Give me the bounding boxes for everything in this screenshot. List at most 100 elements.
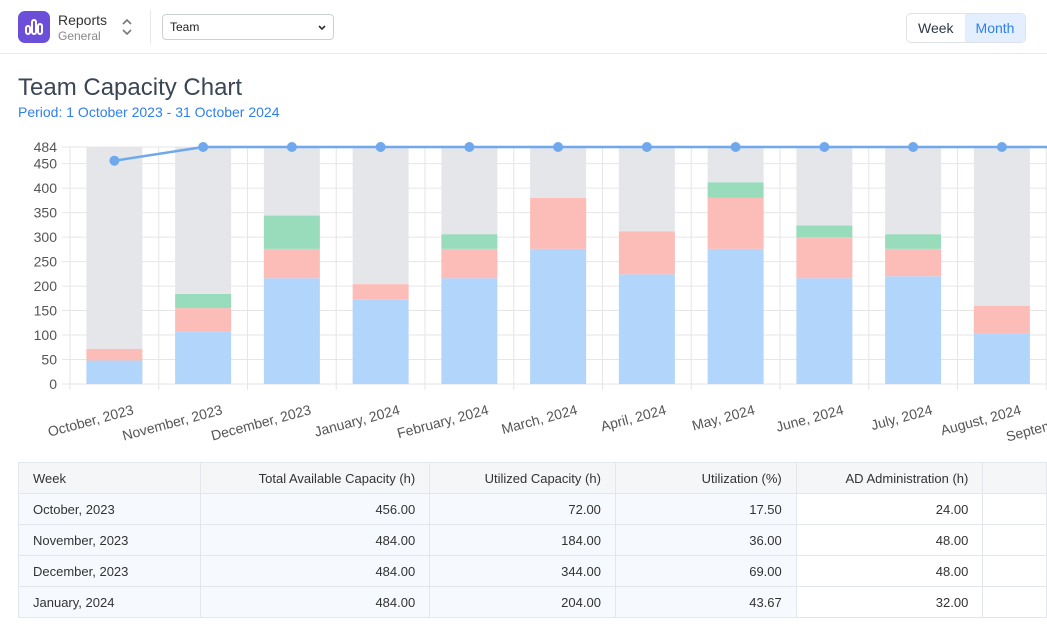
- bar-segment: [175, 331, 232, 384]
- x-tick-label: May, 2024: [690, 401, 756, 433]
- bar-segment: [973, 305, 1030, 334]
- toggle-month[interactable]: Month: [964, 14, 1026, 42]
- table-cell: December, 2023: [17, 555, 202, 587]
- select-value: Team: [170, 20, 200, 34]
- bar-segment: [530, 197, 587, 249]
- bar-segment: [618, 231, 675, 275]
- table-cell: 48.00: [795, 555, 984, 587]
- bar-segment: [796, 237, 853, 279]
- table-cell: 43.67: [614, 586, 797, 618]
- table-cell: 36.00: [614, 524, 797, 556]
- table-cell: November, 2023: [17, 524, 202, 556]
- table-row: October, 2023 456.00 72.00 17.50 24.00: [17, 493, 1047, 525]
- bar-segment: [175, 293, 232, 309]
- table-cell: 484.00: [200, 555, 431, 587]
- y-tick-label: 300: [34, 229, 58, 245]
- bar-segment: [885, 234, 942, 249]
- app-title: Reports: [58, 12, 108, 28]
- bar-segment: [263, 248, 320, 279]
- table-cell: 484.00: [200, 586, 431, 618]
- column-header: Utilized Capacity (h): [429, 462, 616, 494]
- table-row: January, 2024 484.00 204.00 43.67 32.00: [17, 586, 1047, 618]
- capacity-point: [198, 142, 209, 152]
- toggle-week[interactable]: Week: [918, 20, 954, 36]
- table-cell: January, 2024: [17, 586, 202, 618]
- table-cell: 69.00: [614, 555, 797, 587]
- bar-segment: [175, 308, 232, 332]
- bar-segment: [618, 274, 675, 384]
- column-header: Total Available Capacity (h): [200, 462, 431, 494]
- bar-segment: [618, 147, 675, 232]
- table-cell: 17.50: [614, 493, 797, 525]
- table-cell: 344.00: [429, 555, 616, 587]
- table-cell-extra: [982, 555, 1047, 587]
- y-tick-label: 50: [41, 352, 57, 368]
- table-cell-extra: [982, 493, 1047, 525]
- bar-segment: [352, 284, 409, 300]
- y-tick-label: 250: [34, 254, 58, 270]
- bar-segment: [441, 278, 498, 384]
- bar-segment: [441, 248, 498, 279]
- table-cell: 32.00: [795, 586, 984, 618]
- bar-segment: [441, 147, 498, 235]
- bar-segment: [796, 278, 853, 384]
- y-tick-label: 400: [34, 180, 58, 196]
- x-tick-label: February, 2024: [395, 401, 490, 441]
- table-cell: 72.00: [429, 493, 616, 525]
- y-tick-label: 200: [34, 278, 58, 294]
- table-row: December, 2023 484.00 344.00 69.00 48.00: [17, 555, 1047, 587]
- capacity-point: [908, 142, 919, 152]
- x-tick-label: December, 2023: [209, 401, 313, 443]
- x-tick-label: March, 2024: [500, 401, 580, 437]
- bar-segment: [352, 147, 409, 285]
- logo-icon: [25, 19, 43, 35]
- bar-segment: [352, 299, 409, 384]
- bar-segment: [175, 147, 232, 294]
- table-cell: 48.00: [795, 524, 984, 556]
- capacity-point: [996, 142, 1007, 152]
- bar-segment: [263, 147, 320, 216]
- x-tick-label: April, 2024: [599, 401, 668, 434]
- bar-segment: [707, 147, 764, 183]
- capacity-line: [114, 145, 1047, 162]
- column-header: Utilization (%): [614, 462, 797, 494]
- y-tick-label: 484: [34, 139, 58, 155]
- team-select[interactable]: Team: [162, 14, 334, 40]
- logo[interactable]: [18, 11, 50, 43]
- column-header: AD Administration (h): [795, 462, 984, 494]
- capacity-point: [464, 142, 475, 152]
- table-cell-extra: [982, 586, 1047, 618]
- table-cell: 184.00: [429, 524, 616, 556]
- table-cell: 484.00: [200, 524, 431, 556]
- table-cell: 24.00: [795, 493, 984, 525]
- period-toggle: Week Month: [906, 13, 1027, 43]
- bar-segment: [530, 147, 587, 198]
- bar-segment: [86, 360, 143, 384]
- top-bar: Reports General Team Week Month: [0, 0, 1047, 54]
- y-tick-label: 150: [34, 303, 58, 319]
- column-header: Week: [17, 462, 202, 494]
- bar-segment: [885, 147, 942, 235]
- bar-segment: [707, 248, 764, 384]
- table-cell: 204.00: [429, 586, 616, 618]
- bar-segment: [441, 234, 498, 249]
- y-tick-label: 350: [34, 205, 58, 221]
- bar-segment: [263, 278, 320, 384]
- switch-icon[interactable]: [120, 16, 134, 38]
- select-arrow: [318, 25, 326, 31]
- bar-segment: [885, 248, 942, 277]
- bar-segment: [707, 197, 764, 249]
- y-tick-label: 0: [49, 376, 57, 392]
- y-tick-label: 450: [34, 156, 58, 172]
- bar-segment: [530, 248, 587, 384]
- bar-segment: [707, 182, 764, 198]
- bar-segment: [885, 276, 942, 384]
- x-tick-label: November, 2023: [121, 401, 225, 443]
- header-row: Week Total Available Capacity (h) Utilized…: [17, 462, 1047, 494]
- x-tick-label: January, 2024: [313, 401, 402, 439]
- x-tick-label: July, 2024: [869, 401, 934, 433]
- capacity-point: [375, 142, 386, 152]
- data-table: Week Total Available Capacity (h) Utilized…: [17, 462, 1047, 618]
